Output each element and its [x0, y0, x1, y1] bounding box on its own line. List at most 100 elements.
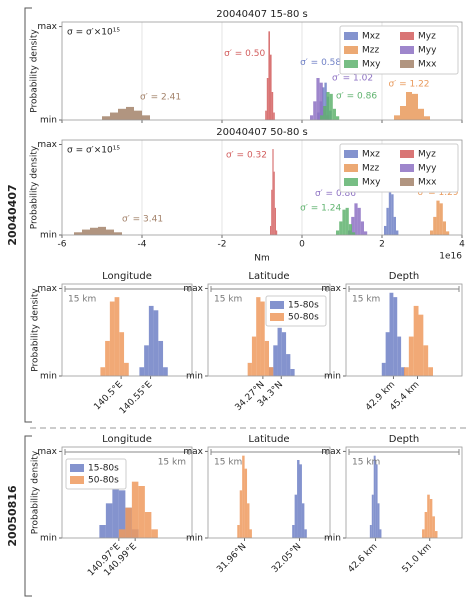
histogram-bar: [413, 305, 419, 376]
legend-box: [339, 25, 459, 75]
histogram-bar: [277, 327, 282, 376]
y-tick-label: max: [37, 22, 57, 32]
histogram-bar: [388, 189, 392, 235]
histogram-bar: [90, 227, 98, 235]
group-bracket: [24, 435, 32, 597]
legend-label: Mzz: [362, 164, 379, 174]
histogram-bar: [354, 203, 358, 235]
histogram-bar: [377, 503, 380, 538]
histogram-bar: [134, 110, 142, 120]
frame: [207, 283, 331, 377]
histogram-bar: [400, 106, 406, 120]
histogram-bar: [406, 92, 412, 120]
histogram-bar: [401, 367, 405, 376]
histogram-bar: [364, 231, 368, 235]
histogram-bar: [434, 531, 438, 538]
histogram-bar: [371, 494, 374, 538]
histogram-bar: [297, 460, 300, 538]
panel-title: Longitude: [102, 271, 152, 282]
legend-swatch: [344, 60, 358, 68]
legend-swatch: [344, 46, 358, 54]
x-tick-label: 31.96°N: [215, 542, 248, 575]
note: σ = σ′×10¹⁵: [67, 28, 120, 38]
histogram-bar: [429, 499, 433, 538]
histogram-bar: [247, 362, 252, 376]
plot-area: [208, 447, 330, 538]
histogram-bar: [106, 229, 114, 235]
histogram-bar: [98, 226, 106, 235]
histogram-bar: [114, 232, 122, 235]
legend-swatch: [400, 60, 414, 68]
scale-label: 15 km: [68, 295, 96, 305]
plot-area: [346, 447, 462, 538]
histogram-bar: [320, 115, 324, 120]
panel-title: Latitude: [248, 271, 289, 282]
histogram-bar: [158, 340, 164, 376]
histogram-bar: [396, 230, 399, 235]
histogram-bar: [151, 529, 158, 538]
legend-label: Mzz: [362, 46, 379, 56]
legend-label: Myy: [418, 46, 437, 56]
histogram-bar: [290, 368, 295, 376]
histogram-bar: [119, 332, 125, 376]
histogram-bar: [251, 336, 257, 376]
histogram-bar: [394, 115, 400, 120]
histogram-bar: [381, 362, 386, 376]
histogram-bar: [384, 225, 387, 235]
histogram-bar: [299, 464, 302, 538]
y-tick-label: max: [321, 284, 341, 294]
histogram-bar: [148, 305, 154, 376]
histogram-bar: [393, 297, 398, 376]
histogram-bar: [102, 116, 110, 120]
panel-title: 20040407 15-80 s: [216, 9, 308, 20]
x-offset-label: 1e16: [439, 252, 462, 262]
legend-swatch: [400, 178, 414, 186]
histogram-bar: [360, 221, 364, 235]
histogram-bar: [272, 149, 274, 235]
histogram-bar: [375, 464, 378, 538]
annotation: σ′ = 0.86: [315, 189, 356, 199]
annotation: σ′ = 1.22: [388, 80, 429, 90]
legend-swatch: [400, 46, 414, 54]
histogram-bar: [339, 221, 343, 235]
scale-label: 15 km: [352, 458, 380, 468]
histogram-bar: [239, 490, 243, 538]
histogram-bar: [237, 525, 240, 538]
histogram-bar: [313, 101, 317, 120]
frame: [345, 446, 463, 539]
scale-label: 15 km: [214, 295, 242, 305]
histogram-bar: [316, 78, 320, 120]
histogram-bar: [345, 207, 349, 235]
histogram-bar: [138, 486, 145, 538]
y-tick-label: min: [186, 372, 203, 382]
histogram-bar: [397, 336, 402, 376]
histogram-bar: [369, 525, 372, 538]
x-tick-label: 42.6 km: [346, 542, 379, 575]
histogram-bar: [352, 232, 356, 235]
y-tick-label: min: [324, 534, 341, 544]
histogram-bar: [301, 503, 305, 538]
histogram-bar: [163, 367, 168, 376]
y-axis-label: Probability density: [30, 29, 40, 113]
histogram-bar: [428, 367, 433, 376]
panel-title: Depth: [389, 271, 419, 282]
legend-label: 15-80s: [288, 301, 319, 311]
y-tick-label: max: [37, 447, 57, 457]
legend-swatch: [344, 178, 358, 186]
histogram-bar: [260, 301, 265, 376]
histogram-bar: [373, 455, 376, 538]
group-label: 20040407: [6, 184, 19, 245]
histogram-bar: [266, 78, 269, 120]
legend-swatch: [400, 32, 414, 40]
scale-label: 15 km: [214, 458, 242, 468]
group-bracket: [24, 7, 32, 423]
annotation: σ′ = 0.86: [336, 92, 377, 102]
histogram-bar: [100, 367, 106, 376]
histogram-bar: [422, 529, 425, 538]
legend-swatch: [70, 464, 84, 472]
histogram-bar: [144, 512, 152, 538]
histogram-bar: [286, 354, 291, 376]
frame: [207, 446, 331, 539]
legend-label: 15-80s: [88, 464, 119, 474]
histogram-bar: [269, 367, 274, 376]
